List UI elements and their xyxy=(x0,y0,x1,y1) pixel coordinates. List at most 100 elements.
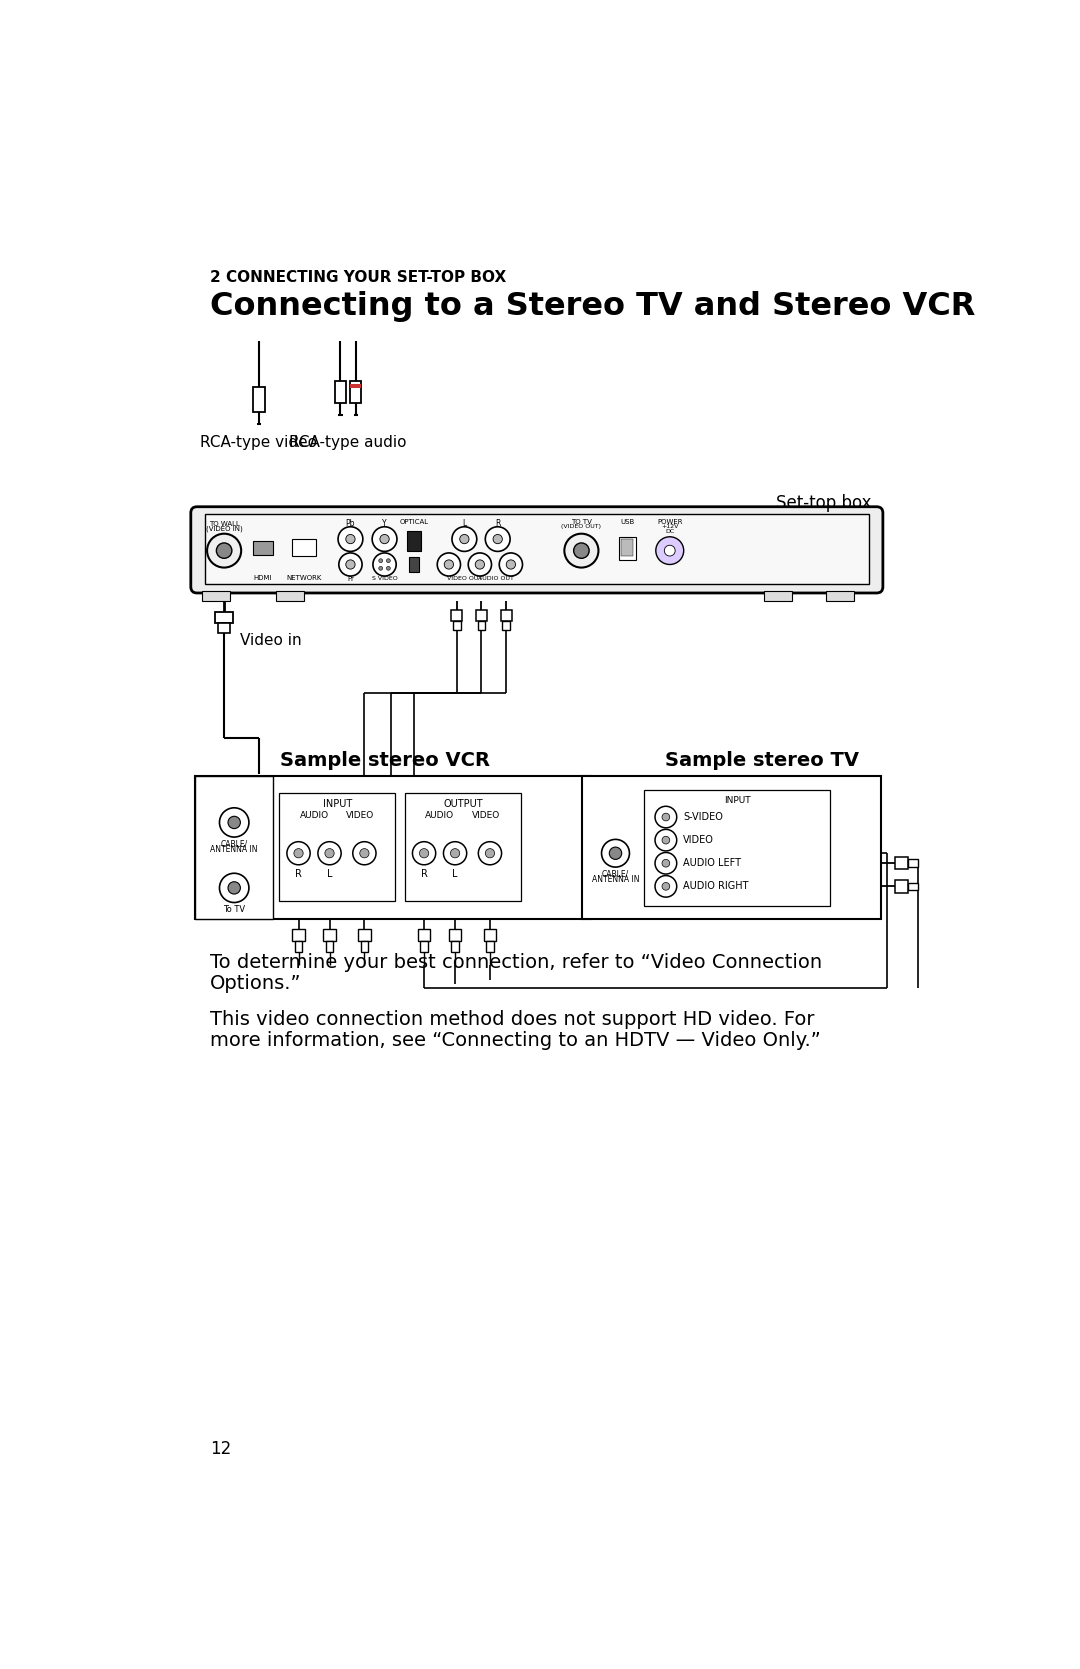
Bar xyxy=(477,621,485,629)
Circle shape xyxy=(499,552,523,576)
Text: L: L xyxy=(462,519,467,527)
Circle shape xyxy=(373,527,397,551)
Circle shape xyxy=(379,559,382,562)
Text: OPTICAL: OPTICAL xyxy=(400,519,429,526)
Text: L: L xyxy=(453,868,458,878)
Circle shape xyxy=(444,559,454,569)
Text: VIDEO: VIDEO xyxy=(347,811,375,819)
Text: POWER: POWER xyxy=(657,519,683,526)
Bar xyxy=(350,384,362,389)
Circle shape xyxy=(451,527,476,551)
Text: R: R xyxy=(420,868,428,878)
Bar xyxy=(195,776,273,918)
Circle shape xyxy=(318,841,341,865)
Text: RCA-type video: RCA-type video xyxy=(201,436,318,451)
Circle shape xyxy=(413,841,435,865)
Text: R: R xyxy=(495,519,500,527)
Text: AUDIO LEFT: AUDIO LEFT xyxy=(683,858,741,868)
FancyBboxPatch shape xyxy=(191,507,882,592)
Circle shape xyxy=(444,841,467,865)
Circle shape xyxy=(450,848,460,858)
Circle shape xyxy=(379,566,382,571)
Bar xyxy=(295,941,302,951)
Circle shape xyxy=(373,552,396,576)
Text: Set-top box: Set-top box xyxy=(775,494,872,512)
Bar xyxy=(293,539,315,556)
Bar xyxy=(501,609,512,621)
Bar xyxy=(894,880,908,893)
Circle shape xyxy=(294,848,303,858)
Circle shape xyxy=(216,542,232,559)
Circle shape xyxy=(339,552,362,576)
Circle shape xyxy=(475,559,485,569)
Text: CABLE/: CABLE/ xyxy=(602,870,630,878)
Bar xyxy=(908,860,918,868)
Bar xyxy=(894,858,908,870)
Bar xyxy=(449,930,461,941)
Circle shape xyxy=(609,848,622,860)
Text: VIDEO OUT: VIDEO OUT xyxy=(447,576,482,581)
Circle shape xyxy=(662,860,670,868)
Circle shape xyxy=(485,527,510,551)
Circle shape xyxy=(228,881,241,895)
Text: INPUT: INPUT xyxy=(323,799,352,809)
Text: Pb: Pb xyxy=(346,519,355,527)
Text: Options.”: Options.” xyxy=(211,975,301,993)
Bar xyxy=(451,941,459,951)
Bar xyxy=(253,387,266,412)
Text: AUDIO RIGHT: AUDIO RIGHT xyxy=(683,881,748,891)
Circle shape xyxy=(387,559,390,562)
Bar xyxy=(621,539,633,556)
Text: L: L xyxy=(327,868,333,878)
Circle shape xyxy=(346,534,355,544)
Bar xyxy=(361,941,368,951)
Circle shape xyxy=(437,552,460,576)
Circle shape xyxy=(662,813,670,821)
Circle shape xyxy=(419,848,429,858)
Circle shape xyxy=(338,527,363,551)
Bar xyxy=(453,621,460,629)
Text: S VIDEO: S VIDEO xyxy=(372,576,397,581)
Bar xyxy=(405,793,521,901)
Text: DC: DC xyxy=(665,529,674,534)
Text: HDMI: HDMI xyxy=(254,576,272,581)
Text: AUDIO: AUDIO xyxy=(299,811,328,819)
Circle shape xyxy=(380,534,389,544)
Bar xyxy=(202,591,230,601)
Text: AUDIO OUT: AUDIO OUT xyxy=(478,576,514,581)
Text: 12: 12 xyxy=(211,1440,231,1459)
Circle shape xyxy=(602,840,630,868)
Bar xyxy=(279,793,395,901)
Bar xyxy=(826,591,854,601)
Bar xyxy=(418,930,430,941)
Bar xyxy=(323,930,336,941)
Text: +12V: +12V xyxy=(661,524,678,529)
Circle shape xyxy=(478,841,501,865)
Circle shape xyxy=(664,546,675,556)
Circle shape xyxy=(573,542,590,559)
Bar xyxy=(502,621,510,629)
Text: Sample stereo TV: Sample stereo TV xyxy=(665,751,860,769)
Text: TO TV: TO TV xyxy=(571,519,592,526)
Circle shape xyxy=(485,848,495,858)
Circle shape xyxy=(219,808,248,838)
Text: ANTENNA IN: ANTENNA IN xyxy=(592,875,639,885)
Circle shape xyxy=(469,552,491,576)
Bar xyxy=(218,623,230,633)
Bar xyxy=(276,591,303,601)
Circle shape xyxy=(460,534,469,544)
Circle shape xyxy=(656,876,677,898)
Circle shape xyxy=(656,829,677,851)
Text: USB: USB xyxy=(620,519,634,526)
Bar xyxy=(765,591,793,601)
Circle shape xyxy=(287,841,310,865)
Circle shape xyxy=(662,883,670,890)
Circle shape xyxy=(219,873,248,903)
Bar xyxy=(195,776,591,918)
Circle shape xyxy=(325,848,334,858)
Text: Sample stereo VCR: Sample stereo VCR xyxy=(281,751,490,769)
Text: 2 CONNECTING YOUR SET-TOP BOX: 2 CONNECTING YOUR SET-TOP BOX xyxy=(211,270,507,285)
Bar xyxy=(407,531,421,551)
Circle shape xyxy=(228,816,241,828)
Circle shape xyxy=(207,534,241,567)
